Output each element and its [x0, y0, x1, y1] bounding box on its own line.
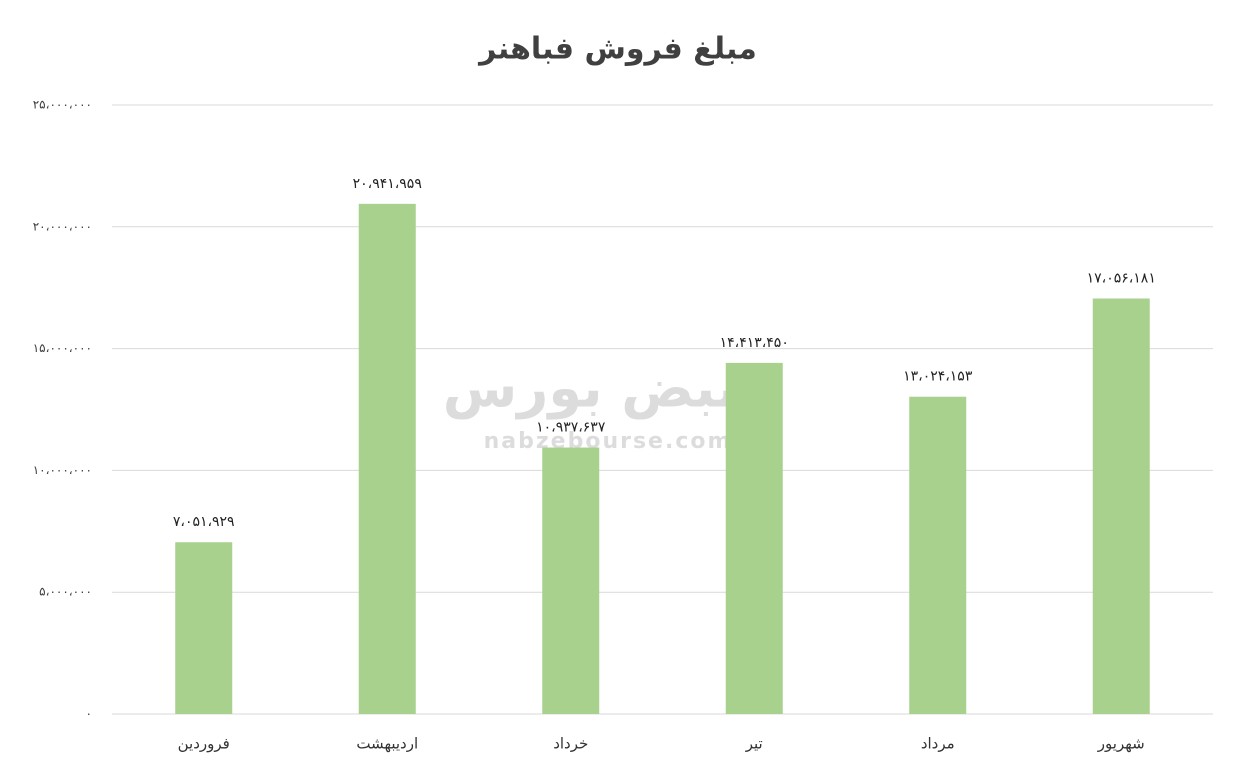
- x-tick-label: مرداد: [921, 735, 955, 753]
- watermark: نبض بورس nabzebourse.com: [443, 357, 738, 454]
- data-label: ۱۳،۰۲۴،۱۵۳: [903, 369, 973, 385]
- watermark-text: نبض بورس: [443, 357, 738, 421]
- data-label: ۷،۰۵۱،۹۲۹: [173, 514, 235, 530]
- x-tick-label: اردیبهشت: [356, 735, 418, 753]
- bar: [358, 203, 416, 714]
- y-tick-label: ۲۵،۰۰۰،۰۰۰: [33, 98, 92, 112]
- data-label: ۲۰،۹۴۱،۹۵۹: [353, 176, 422, 192]
- data-label: ۱۰،۹۳۷،۶۳۷: [536, 420, 606, 436]
- y-tick-label: ۲۰،۰۰۰،۰۰۰: [33, 219, 92, 233]
- x-tick-label: فروردین: [178, 735, 230, 753]
- data-label: ۱۷،۰۵۶،۱۸۱: [1087, 271, 1156, 287]
- bar: [175, 542, 233, 714]
- bar: [725, 362, 783, 714]
- bar: [542, 447, 600, 714]
- chart-title: مبلغ فروش فباهنر: [477, 32, 757, 67]
- x-tick-label: تیر: [745, 735, 763, 753]
- x-tick-label: شهریور: [1097, 735, 1145, 753]
- bar: [909, 396, 967, 714]
- y-tick-label: ۱۰،۰۰۰،۰۰۰: [33, 463, 92, 477]
- bar: [1092, 298, 1150, 714]
- y-tick-label: ۰: [86, 707, 92, 721]
- y-tick-label: ۵،۰۰۰،۰۰۰: [39, 585, 92, 599]
- x-tick-label: خرداد: [553, 735, 588, 753]
- y-tick-label: ۱۵،۰۰۰،۰۰۰: [33, 341, 92, 355]
- data-label: ۱۴،۴۱۳،۴۵۰: [720, 335, 789, 351]
- watermark-url: nabzebourse.com: [484, 429, 733, 454]
